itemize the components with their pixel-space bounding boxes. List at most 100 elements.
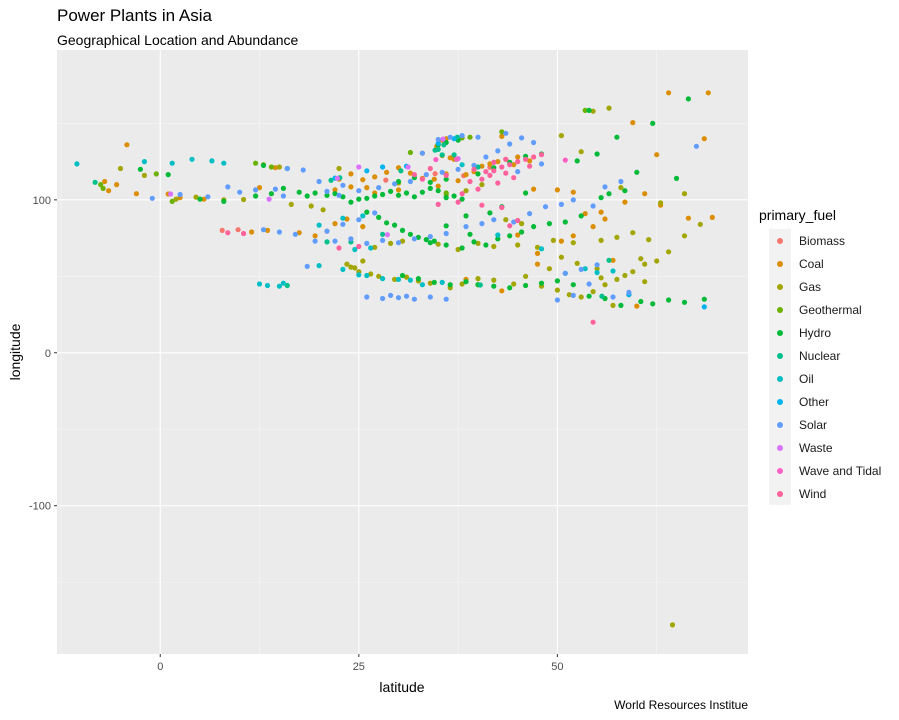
data-point bbox=[562, 219, 568, 225]
legend-item: Waste bbox=[757, 436, 881, 459]
data-point bbox=[364, 294, 370, 300]
data-point bbox=[681, 191, 688, 197]
legend-dot bbox=[777, 237, 783, 244]
data-point bbox=[312, 190, 318, 196]
data-point bbox=[459, 281, 465, 287]
series-wind bbox=[225, 152, 596, 325]
data-point bbox=[598, 195, 604, 201]
data-point bbox=[499, 129, 505, 135]
data-point bbox=[276, 229, 282, 235]
data-point bbox=[344, 216, 350, 222]
data-point bbox=[654, 258, 660, 264]
legend-label: Solar bbox=[799, 417, 828, 432]
data-point bbox=[622, 199, 628, 205]
data-point bbox=[153, 171, 159, 177]
legend-key bbox=[769, 459, 791, 482]
data-point bbox=[570, 189, 576, 195]
data-point bbox=[316, 263, 322, 269]
data-point bbox=[100, 185, 106, 191]
data-point bbox=[169, 160, 175, 166]
data-point bbox=[475, 164, 481, 170]
data-point bbox=[189, 156, 195, 162]
data-point bbox=[407, 178, 413, 185]
data-point bbox=[356, 217, 362, 223]
data-point bbox=[475, 171, 481, 177]
data-point bbox=[405, 164, 411, 170]
data-point bbox=[431, 238, 437, 244]
data-point bbox=[685, 215, 692, 221]
data-point bbox=[443, 176, 449, 182]
plot-panel bbox=[57, 50, 748, 654]
data-point bbox=[388, 188, 394, 194]
data-point bbox=[221, 160, 227, 166]
data-point bbox=[360, 213, 366, 219]
data-point bbox=[570, 197, 576, 203]
legend-item: Hydro bbox=[757, 321, 881, 344]
data-point bbox=[594, 266, 600, 272]
series-oil bbox=[74, 156, 616, 289]
data-point bbox=[673, 175, 680, 181]
data-point bbox=[554, 287, 561, 293]
data-point bbox=[666, 90, 672, 96]
data-point bbox=[546, 266, 553, 272]
legend-dot bbox=[777, 260, 783, 267]
data-point bbox=[542, 204, 549, 210]
data-point bbox=[419, 176, 425, 182]
data-point bbox=[392, 181, 398, 187]
data-point bbox=[650, 120, 656, 126]
data-point bbox=[447, 134, 453, 140]
legend-label: Gas bbox=[799, 279, 822, 294]
data-point bbox=[491, 217, 497, 223]
data-point bbox=[441, 142, 447, 148]
data-point bbox=[507, 162, 513, 168]
data-point bbox=[304, 263, 310, 269]
data-point bbox=[610, 302, 616, 308]
data-point bbox=[443, 242, 449, 248]
data-point bbox=[415, 234, 421, 240]
data-point bbox=[705, 90, 711, 96]
data-point bbox=[455, 178, 461, 184]
legend-item: Solar bbox=[757, 413, 881, 436]
data-point bbox=[427, 240, 433, 246]
data-point bbox=[399, 227, 406, 233]
data-point bbox=[98, 182, 104, 188]
data-point bbox=[249, 229, 255, 235]
data-point bbox=[312, 233, 318, 239]
data-point bbox=[570, 282, 576, 288]
data-point bbox=[701, 296, 707, 302]
data-point bbox=[602, 282, 608, 288]
data-point bbox=[578, 149, 584, 155]
data-point bbox=[626, 289, 632, 295]
data-point bbox=[709, 214, 715, 220]
data-point bbox=[225, 230, 231, 236]
data-point bbox=[141, 159, 147, 165]
data-point bbox=[266, 196, 272, 202]
data-point bbox=[376, 185, 382, 191]
chart-title: Power Plants in Asia bbox=[57, 6, 212, 25]
data-point bbox=[630, 230, 636, 236]
data-point bbox=[280, 280, 286, 286]
legend-dot bbox=[777, 490, 783, 497]
data-point bbox=[221, 198, 227, 204]
data-point bbox=[586, 281, 592, 287]
data-point bbox=[435, 146, 441, 152]
data-point bbox=[491, 159, 497, 165]
data-point bbox=[558, 254, 565, 260]
data-point bbox=[324, 192, 330, 198]
data-point bbox=[439, 279, 445, 285]
data-point bbox=[554, 187, 561, 193]
chart-subtitle: Geographical Location and Abundance bbox=[57, 32, 299, 48]
data-point bbox=[451, 152, 457, 158]
data-point bbox=[376, 273, 382, 279]
data-point bbox=[538, 161, 545, 167]
data-point bbox=[523, 156, 529, 162]
data-point bbox=[499, 133, 505, 139]
legend-label: Hydro bbox=[799, 325, 832, 340]
data-point bbox=[638, 256, 644, 262]
data-point bbox=[534, 244, 541, 250]
legend-label: Geothermal bbox=[799, 302, 862, 317]
data-point bbox=[443, 195, 449, 201]
legend-dot bbox=[777, 467, 783, 474]
data-point bbox=[352, 246, 358, 253]
data-point bbox=[475, 186, 481, 192]
